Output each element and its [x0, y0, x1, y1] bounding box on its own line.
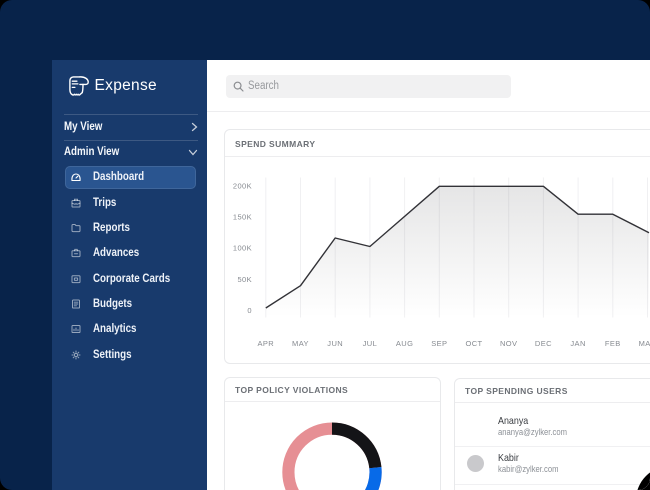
svg-text:150K: 150K — [233, 213, 252, 222]
svg-text:JUN: JUN — [327, 339, 343, 348]
svg-text:0: 0 — [247, 306, 252, 315]
svg-text:FEB: FEB — [605, 339, 621, 348]
svg-text:MAR: MAR — [639, 339, 650, 348]
svg-text:OCT: OCT — [465, 339, 482, 348]
svg-text:100K: 100K — [233, 244, 252, 253]
svg-text:JAN: JAN — [570, 339, 585, 348]
svg-text:50K: 50K — [237, 275, 252, 284]
svg-text:MAY: MAY — [292, 339, 309, 348]
svg-text:200K: 200K — [233, 181, 252, 190]
svg-text:AUG: AUG — [396, 339, 413, 348]
svg-text:DEC: DEC — [535, 339, 552, 348]
svg-text:APR: APR — [257, 339, 274, 348]
svg-text:NOV: NOV — [500, 339, 517, 348]
svg-text:JUL: JUL — [363, 339, 378, 348]
svg-text:SEP: SEP — [431, 339, 447, 348]
